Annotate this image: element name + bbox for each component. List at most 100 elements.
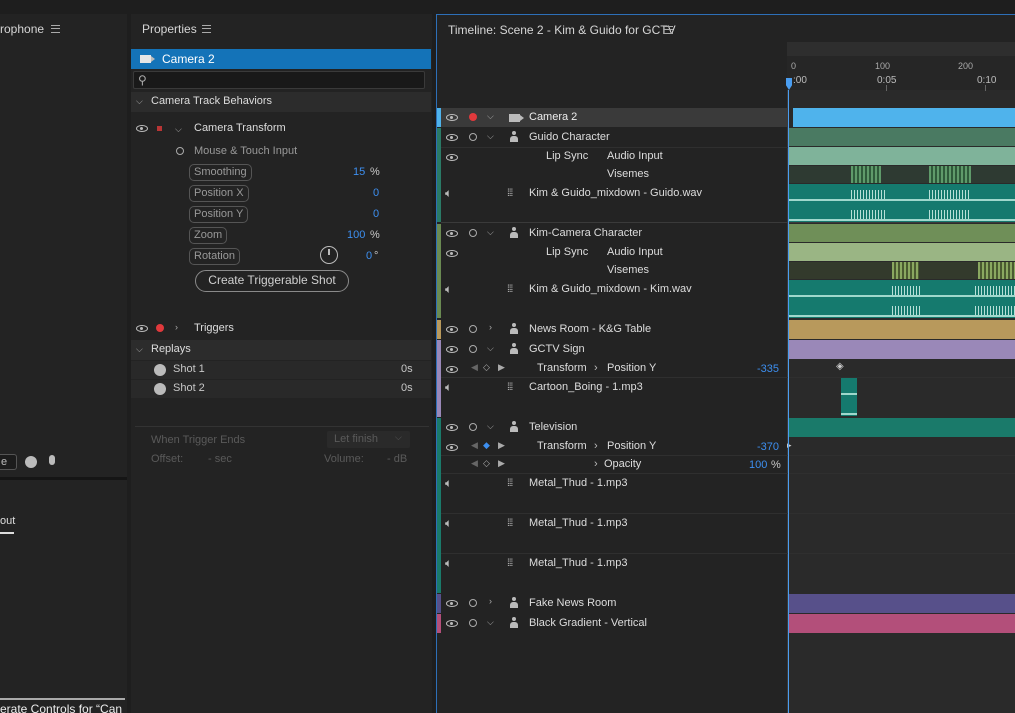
character-clip[interactable] [788, 128, 1015, 146]
keyframe-diamond-icon[interactable]: ◇ [483, 458, 490, 468]
param-zoom-value[interactable]: 100 [347, 229, 366, 241]
solo-icon[interactable] [469, 345, 477, 353]
chevron-right-icon[interactable]: › [489, 322, 492, 332]
camera-icon-small[interactable] [25, 456, 37, 468]
keyframe-marker[interactable]: ◈ [836, 361, 844, 372]
next-keyframe-icon[interactable]: ▶ [498, 458, 505, 468]
eye-icon[interactable] [446, 326, 458, 333]
fake-news-clip[interactable] [788, 594, 1015, 613]
param-zoom[interactable]: Zoom [189, 227, 228, 244]
eye-icon[interactable] [446, 134, 458, 141]
chevron-down-icon[interactable]: ⌵ [487, 343, 494, 353]
solo-icon[interactable] [469, 423, 477, 431]
prev-keyframe-icon[interactable]: ◀ [471, 458, 478, 468]
record-dot-icon[interactable] [156, 324, 164, 332]
chevron-down-icon[interactable]: ⌵ [487, 227, 494, 237]
solo-icon[interactable] [469, 325, 477, 333]
solo-icon[interactable] [469, 229, 477, 237]
left-tab-label[interactable]: out [0, 515, 16, 527]
eye-icon[interactable] [446, 444, 458, 451]
play-icon[interactable] [154, 383, 166, 395]
param-smoothing-value[interactable]: 15 [353, 166, 366, 178]
track-value[interactable]: -370 [757, 441, 780, 453]
param-position-x[interactable]: Position X [189, 185, 249, 202]
when-trigger-ends-select[interactable]: Let finish ⌵ [327, 431, 410, 448]
radio-icon[interactable] [176, 147, 184, 155]
eye-icon[interactable] [446, 154, 458, 161]
microphone-icon[interactable] [49, 455, 55, 465]
record-dot-icon[interactable] [469, 113, 477, 121]
next-keyframe-icon[interactable]: ▶ [498, 440, 505, 450]
playhead-marker[interactable] [786, 78, 792, 90]
eye-icon[interactable] [446, 230, 458, 237]
keyframe-marker[interactable]: ▸ [787, 440, 792, 450]
chevron-down-icon[interactable]: ⌵ [487, 131, 494, 141]
visemes-segment[interactable] [978, 262, 1015, 279]
audio-clip[interactable] [841, 378, 857, 416]
prev-keyframe-icon[interactable]: ◀ [471, 440, 478, 450]
param-position-y-value[interactable]: 0 [373, 208, 380, 220]
eye-icon[interactable] [446, 600, 458, 607]
solo-icon[interactable] [469, 619, 477, 627]
chevron-right-icon[interactable]: › [489, 596, 492, 606]
replay-row[interactable]: Shot 2 0s [131, 380, 431, 398]
speaker-icon[interactable]: 🔈︎ [445, 516, 453, 530]
solo-icon[interactable] [469, 599, 477, 607]
chevron-right-icon[interactable]: › [175, 322, 178, 332]
visemes-clip[interactable] [788, 166, 1015, 183]
keyframe-diamond-icon[interactable]: ◇ [483, 362, 490, 372]
lipsync-clip[interactable] [788, 147, 1015, 165]
chevron-down-icon[interactable]: ⌵ [175, 124, 182, 134]
param-position-y[interactable]: Position Y [189, 206, 249, 223]
chevron-down-icon[interactable]: ⌵ [487, 421, 494, 431]
param-smoothing[interactable]: Smoothing [189, 164, 252, 181]
visemes-segment[interactable] [929, 166, 971, 183]
search-input[interactable]: ⚲ [133, 71, 425, 89]
create-triggerable-shot-button[interactable]: Create Triggerable Shot [195, 270, 349, 292]
keyframe-diamond-icon[interactable]: ◆ [483, 440, 490, 450]
play-icon[interactable] [154, 364, 166, 376]
eye-icon[interactable] [136, 325, 148, 332]
left-input[interactable]: e [0, 454, 17, 470]
lipsync-clip[interactable] [788, 243, 1015, 261]
eye-icon[interactable] [446, 346, 458, 353]
properties-menu-icon[interactable] [202, 25, 211, 33]
eye-icon[interactable] [446, 250, 458, 257]
param-position-x-value[interactable]: 0 [373, 187, 380, 199]
gradient-clip[interactable] [788, 614, 1015, 633]
section-header-camera-track[interactable]: ⌵ Camera Track Behaviors [131, 92, 431, 112]
eye-icon[interactable] [446, 366, 458, 373]
replay-row[interactable]: Shot 1 0s [131, 361, 431, 379]
rotation-dial-icon[interactable] [320, 246, 338, 264]
chevron-down-icon[interactable]: ⌵ [487, 617, 494, 627]
param-rotation-value[interactable]: 0 [366, 250, 373, 262]
solo-icon[interactable] [469, 133, 477, 141]
eye-icon[interactable] [446, 424, 458, 431]
newsroom-clip[interactable] [788, 320, 1015, 339]
next-keyframe-icon[interactable]: ▶ [498, 362, 505, 372]
eye-icon[interactable] [446, 620, 458, 627]
visemes-segment[interactable] [892, 262, 919, 279]
speaker-icon[interactable]: 🔈︎ [445, 380, 453, 394]
visemes-segment[interactable] [851, 166, 881, 183]
speaker-icon[interactable]: 🔈︎ [445, 476, 453, 490]
track-row-camera-2[interactable] [437, 108, 787, 127]
playhead-line[interactable] [788, 90, 789, 713]
track-value[interactable]: -335 [757, 363, 780, 375]
eye-icon[interactable] [446, 114, 458, 121]
timeline-menu-icon[interactable] [664, 26, 673, 34]
section-header-replays[interactable]: ⌵ Replays [131, 340, 431, 360]
chevron-down-icon[interactable]: ⌵ [487, 111, 494, 121]
speaker-icon[interactable]: 🔈︎ [445, 556, 453, 570]
speaker-icon[interactable]: 🔈︎ [445, 186, 453, 200]
audio-clip[interactable] [788, 184, 1015, 222]
camera-clip[interactable] [793, 108, 1015, 127]
television-clip[interactable] [788, 418, 1015, 437]
character-clip[interactable] [788, 224, 1015, 242]
selected-item-bar[interactable]: Camera 2 [131, 49, 431, 69]
track-value[interactable]: 100 [749, 459, 768, 471]
record-indicator[interactable] [157, 126, 162, 131]
eye-icon[interactable] [136, 125, 148, 132]
gctv-clip[interactable] [788, 340, 1015, 359]
prev-keyframe-icon[interactable]: ◀ [471, 362, 478, 372]
